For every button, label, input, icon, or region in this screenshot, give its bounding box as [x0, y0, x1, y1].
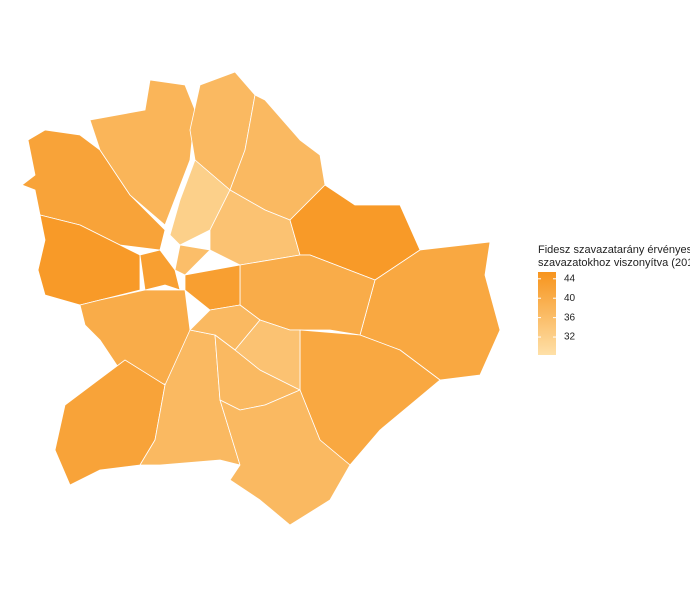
- legend-title: Fidesz szavazatarány érvényes: [538, 244, 690, 256]
- legend-title: szavazatokhoz viszonyítva (2018): [538, 257, 690, 269]
- legend-tick-label: 32: [564, 332, 576, 343]
- district: [219, 389, 351, 526]
- district: [21, 129, 166, 251]
- legend-tick-label: 36: [564, 312, 576, 323]
- districts: [21, 71, 501, 526]
- district: [174, 244, 211, 276]
- legend-tick-label: 40: [564, 293, 576, 304]
- district: [184, 264, 241, 311]
- district: [139, 249, 181, 291]
- legend: Fidesz szavazatarány érvényes szavazatok…: [538, 244, 690, 355]
- district: [54, 359, 166, 486]
- legend-tick-label: 44: [564, 273, 576, 284]
- colorbar: [538, 272, 556, 355]
